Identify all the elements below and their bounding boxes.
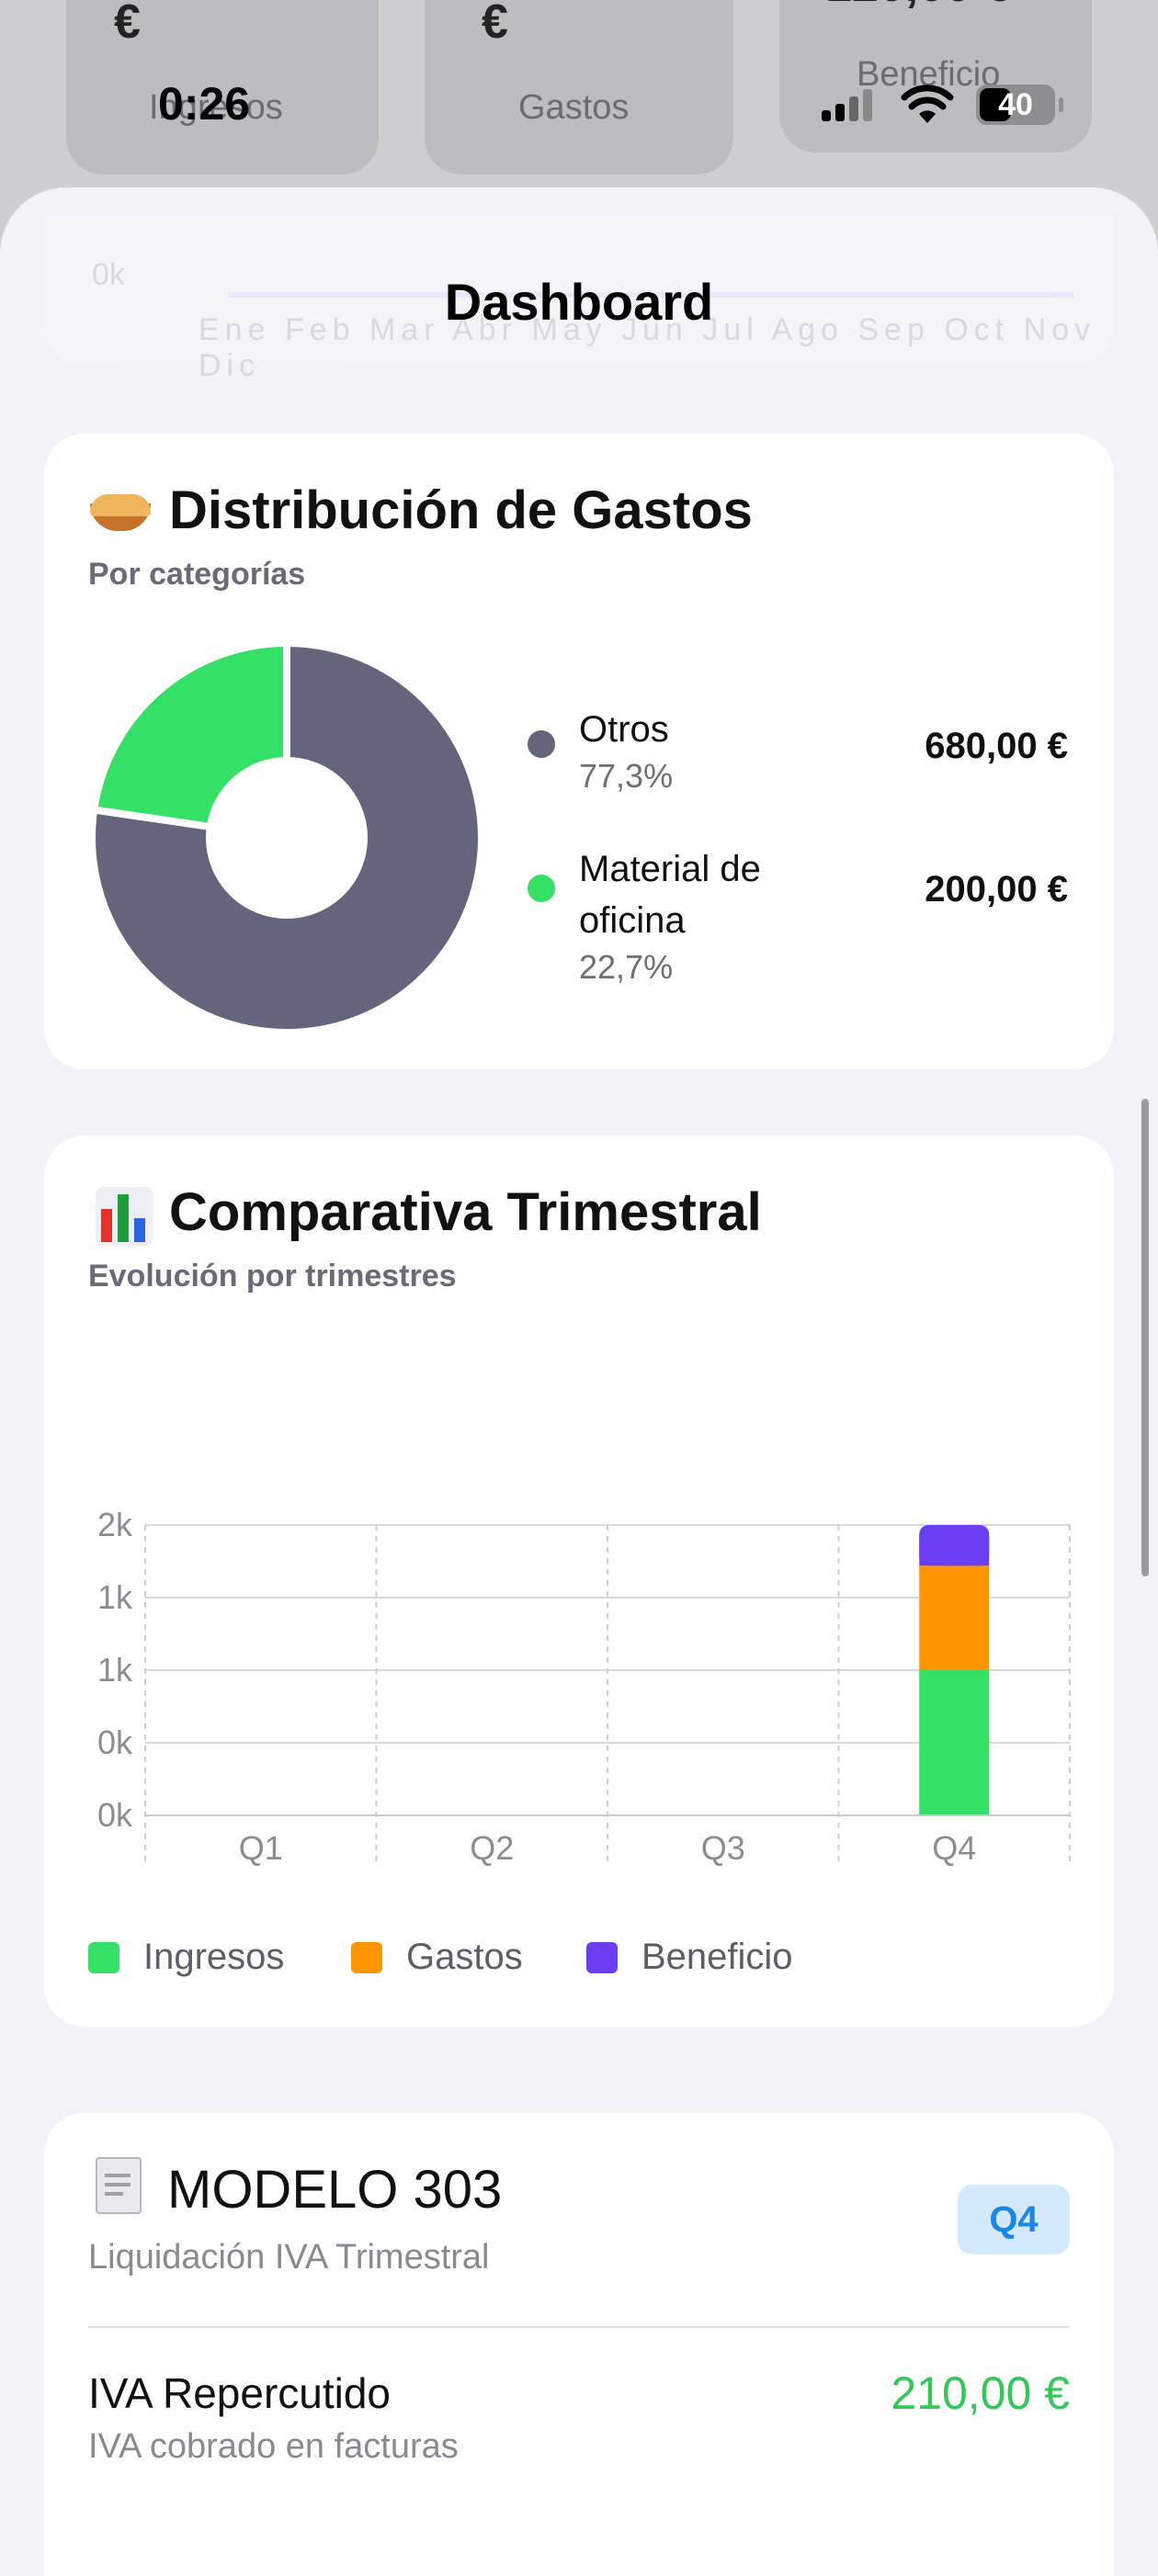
legend-swatch-gastos [351,1942,382,1973]
bg-income-card: € Ingresos [66,0,379,175]
legend-swatch-beneficio [586,1942,618,1973]
bar-chart-icon [96,1187,153,1246]
expenses-card-title: Distribución de Gastos [169,480,753,540]
bar-beneficio-fill [919,1536,990,1566]
legend-name-material: Material de oficina [579,849,761,941]
donut-slice-otros [88,638,485,1036]
x-tick-label: Q3 [701,1829,745,1867]
donut-chart [88,638,485,1036]
y-tick-label: 1k [97,1651,133,1689]
legend-value-material: 200,00 € [925,869,1068,910]
legend-percent-material: 22,7% [579,948,674,986]
y-tick-label: 1k [97,1578,133,1616]
x-tick-label: Q2 [470,1829,514,1867]
expenses-distribution-card: Distribución de Gastos Por categorías Ot… [44,434,1114,1069]
y-tick-label: 2k [97,1506,133,1543]
legend-swatch-ingresos [88,1942,119,1973]
legend-percent-otros: 77,3% [579,757,674,795]
modelo-divider [88,2326,1070,2328]
status-bar: 0:26 40 [0,0,1158,130]
scrollbar[interactable] [1141,1099,1149,1576]
quarter-badge[interactable]: Q4 [958,2185,1070,2254]
legend-label-ingresos: Ingresos [143,1937,285,1977]
y-tick-label: 0k [97,1796,133,1834]
battery-icon: 40 [976,85,1063,125]
bg-expenses-card: € Gastos [425,0,733,175]
quarterly-bar-chart: 2k 1k 1k 0k 0k Q1 Q2 Q3 Q4 [97,1506,1071,1867]
legend-name-otros: Otros [579,709,669,750]
dashboard-sheet[interactable]: 0k Ene Feb Mar Abr May Jun Jul Ago Sep O… [0,187,1158,2576]
quarterly-card-subtitle: Evolución por trimestres [88,1259,457,1294]
bg-expenses-label: Gastos [518,88,630,127]
bg-income-value: € [114,0,141,49]
bg-expenses-value: € [482,0,508,49]
iva-repercutido-label: IVA Repercutido [88,2369,392,2417]
legend-label-gastos: Gastos [406,1937,523,1977]
modelo-title: MODELO 303 [167,2160,503,2220]
ghost-zero-tick: 0k [92,257,125,292]
document-icon [96,2157,142,2214]
ghost-line [228,292,1073,298]
iva-repercutido-sub: IVA cobrado en facturas [88,2427,459,2466]
expenses-card-subtitle: Por categorías [88,557,306,592]
y-tick-label: 0k [97,1723,133,1761]
ghost-monthly-chart: 0k Ene Feb Mar Abr May Jun Jul Ago Sep O… [44,215,1114,383]
iva-repercutido-value: 210,00 € [891,2367,1070,2419]
page-title: Dashboard [444,273,714,331]
signal-icon [822,89,872,121]
wifi-icon [901,85,954,123]
bar-gastos [919,1565,990,1670]
pie-icon [88,487,153,535]
modelo-subtitle: Liquidación IVA Trimestral [88,2238,490,2277]
quarterly-comparison-card: Comparativa Trimestral Evolución por tri… [44,1135,1114,2027]
quarterly-card-title: Comparativa Trimestral [169,1182,762,1242]
bg-profit-card: 120,00 € Beneficio [779,0,1092,153]
legend-dot-material [528,875,555,902]
legend-label-beneficio: Beneficio [641,1937,793,1977]
x-tick-label: Q1 [239,1829,283,1867]
legend-value-otros: 680,00 € [925,726,1068,766]
bg-income-label: Ingresos [149,88,283,127]
bg-profit-value: 120,00 € [825,0,1011,13]
battery-level: 40 [998,87,1033,122]
ghost-month-axis: Ene Feb Mar Abr May Jun Jul Ago Sep Oct … [199,312,1096,383]
x-tick-label: Q4 [932,1829,976,1867]
legend-dot-otros [528,730,555,758]
status-time: 0:26 [158,78,251,130]
bar-ingresos [919,1670,990,1815]
modelo-303-card[interactable]: MODELO 303 Liquidación IVA Trimestral IV… [44,2113,1114,2576]
donut-slice-material [89,638,290,831]
